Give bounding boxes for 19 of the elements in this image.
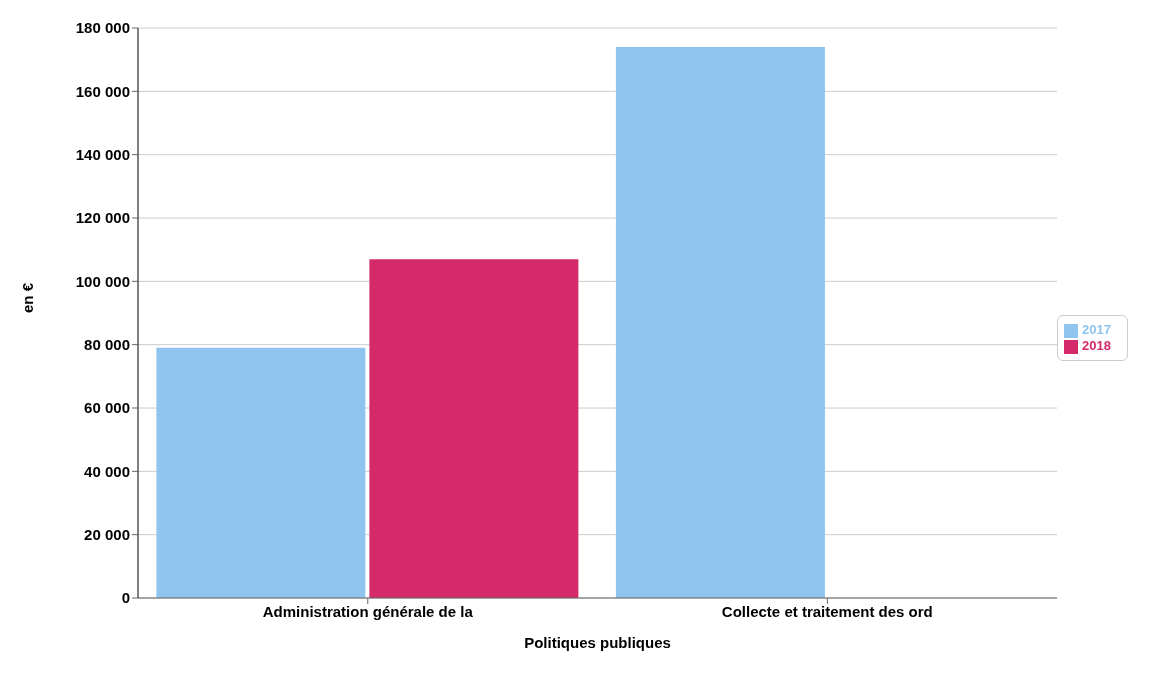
y-tick-label: 40 000 (84, 462, 130, 480)
legend-label: 2018 (1082, 338, 1111, 353)
y-tick-label: 120 000 (75, 209, 130, 227)
y-tick-label: 20 000 (84, 525, 130, 543)
x-axis-title: Politiques publiques (524, 634, 671, 651)
y-tick-label: 180 000 (75, 19, 130, 37)
y-tick-label: 100 000 (75, 272, 130, 290)
legend-label: 2017 (1082, 322, 1111, 338)
x-tick-label: Collecte et traitement des ord (721, 602, 933, 620)
y-tick-label: 80 000 (84, 335, 130, 353)
y-tick-label: 160 000 (75, 82, 130, 100)
bar (156, 347, 366, 598)
bar (615, 47, 825, 598)
y-tick-label: 140 000 (75, 145, 130, 163)
bar (369, 259, 579, 598)
x-tick-label: Administration générale de la (262, 602, 474, 620)
y-axis-title: en € (19, 282, 37, 313)
y-tick-label: 0 (121, 589, 130, 607)
y-tick-label: 60 000 (84, 399, 130, 417)
